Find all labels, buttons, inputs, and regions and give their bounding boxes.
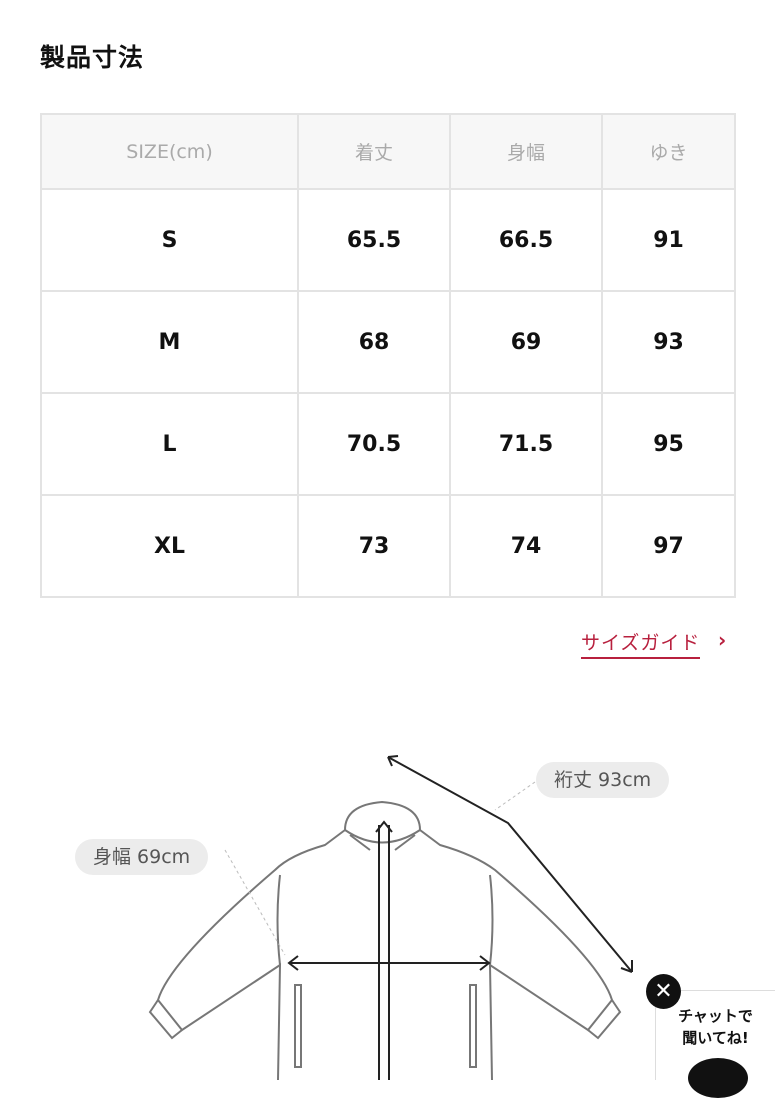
table-cell: L [40,392,299,496]
table-cell: 69 [449,290,603,394]
header-cell: 身幅 [449,113,603,190]
table-cell: 70.5 [297,392,451,496]
header-cell: 着丈 [297,113,451,190]
close-icon[interactable]: ✕ [646,974,681,1009]
table-row: M 68 69 93 [40,290,736,394]
chat-text-line2: 聞いてね! [682,1029,749,1047]
table-cell: 93 [601,290,736,394]
table-cell: 91 [601,188,736,292]
jacket-outline [156,800,614,1080]
chat-avatar-icon[interactable] [688,1058,748,1098]
table-cell: XL [40,494,299,598]
table-row: L 70.5 71.5 95 [40,392,736,496]
size-guide-link[interactable]: サイズガイド [581,628,701,659]
table-cell: 95 [601,392,736,496]
table-cell: S [40,188,299,292]
table-cell: 71.5 [449,392,603,496]
body-width-label: 身幅 69cm [75,839,209,875]
header-cell: SIZE(cm) [40,113,299,190]
size-table: SIZE(cm) 着丈 身幅 ゆき S 65.5 66.5 91 M 68 69 93 L 70.… [40,113,736,598]
chat-text-line1: チャットで [678,1007,753,1025]
table-cell: 97 [601,494,736,598]
table-row: S 65.5 66.5 91 [40,188,736,292]
table-cell: 68 [297,290,451,394]
sleeve-length-label: 裄丈 93cm [536,762,670,798]
chevron-right-icon[interactable]: › [718,628,727,652]
table-cell: M [40,290,299,394]
table-row: XL 73 74 97 [40,494,736,598]
table-cell: 73 [297,494,451,598]
table-header-row: SIZE(cm) 着丈 身幅 ゆき [40,113,736,190]
table-cell: 65.5 [297,188,451,292]
table-cell: 66.5 [449,188,603,292]
table-cell: 74 [449,494,603,598]
header-cell: ゆき [601,113,736,190]
page-title: 製品寸法 [40,43,145,72]
